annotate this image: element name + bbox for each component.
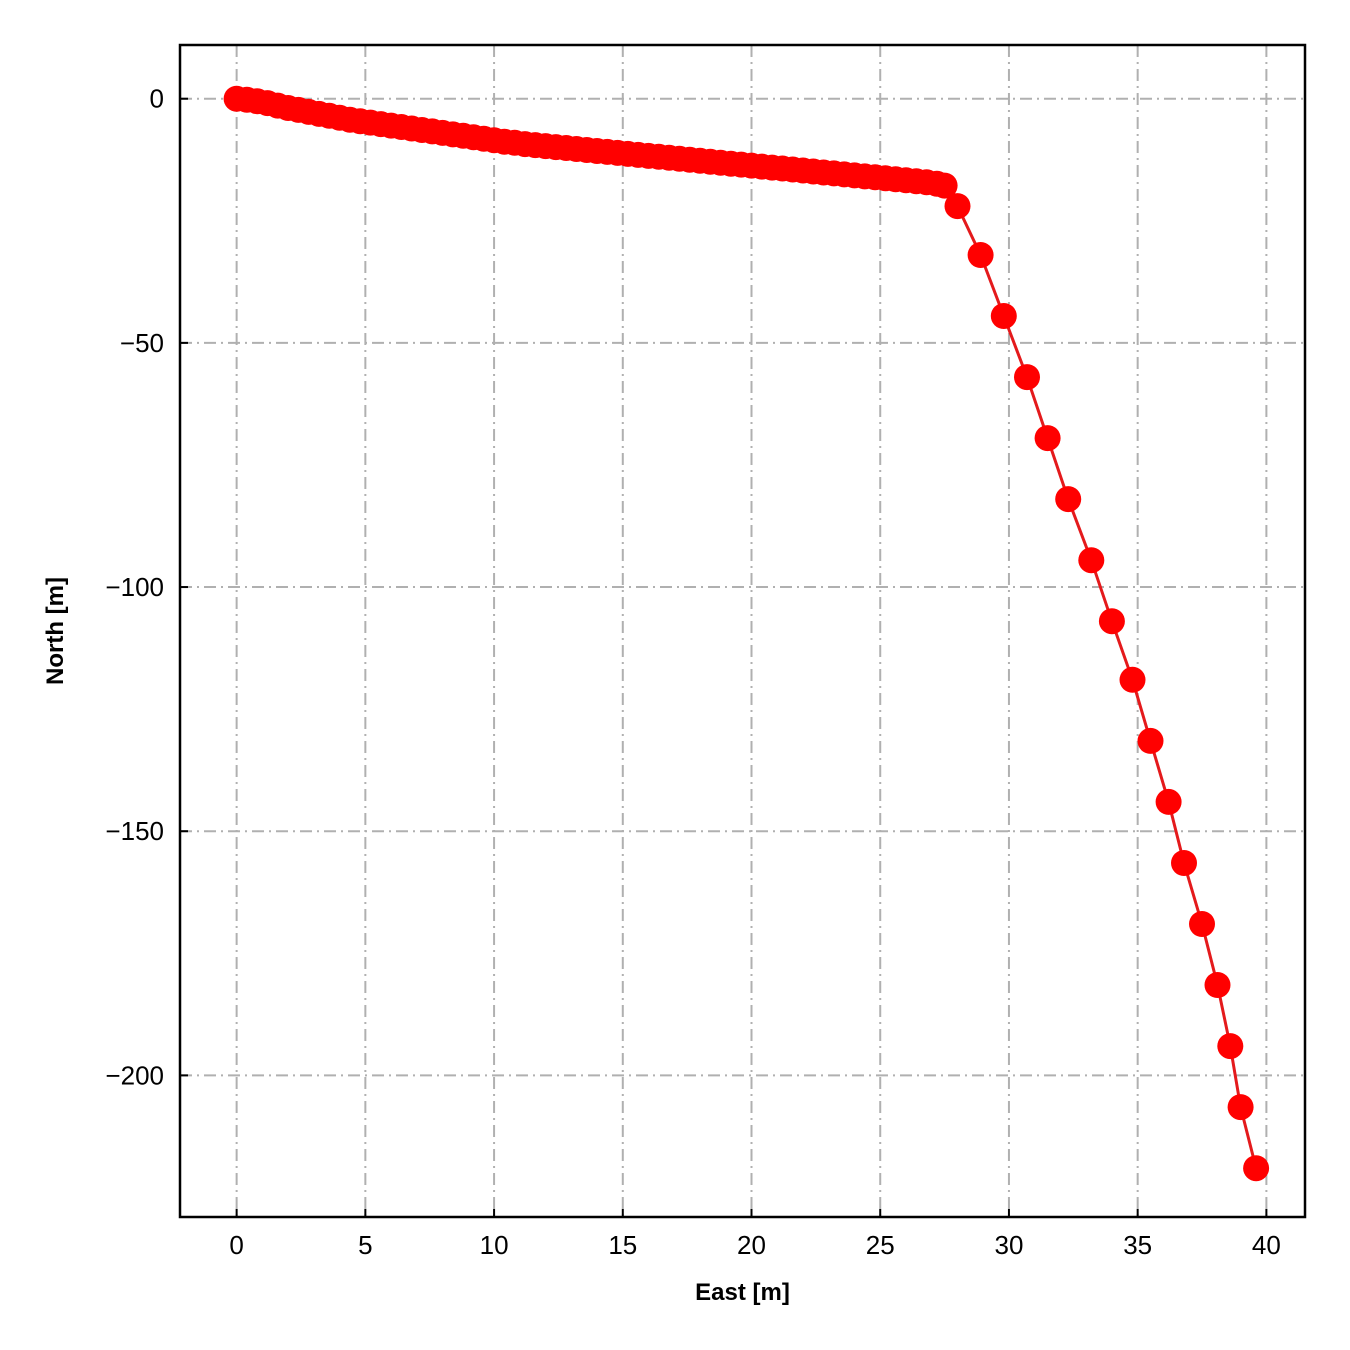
y-tick-label: −200 [105, 1060, 164, 1090]
axis-ticks: 0 5 10 15 20 25 30 35 40 0 −50 −100 −150 −200 [105, 84, 1280, 1260]
data-point [1137, 727, 1164, 754]
y-tick-label: −50 [120, 328, 164, 358]
data-point [944, 193, 971, 220]
x-tick-label: 5 [358, 1230, 372, 1260]
x-axis-label: East [m] [695, 1279, 790, 1306]
data-point [1204, 972, 1231, 998]
y-axis-label: North [m] [42, 577, 69, 685]
x-tick-label: 20 [737, 1230, 766, 1260]
y-tick-label: 0 [150, 84, 164, 114]
x-tick-label: 10 [480, 1230, 509, 1260]
data-point [1189, 911, 1215, 937]
series-line [236, 97, 1258, 1169]
x-tick-label: 15 [608, 1230, 637, 1260]
plot-frame [178, 43, 1307, 1219]
data-point [1098, 608, 1125, 635]
data-point [1119, 666, 1146, 693]
data-series [223, 85, 1270, 1182]
x-tick-label: 40 [1252, 1230, 1281, 1260]
y-tick-label: −100 [105, 572, 164, 602]
data-point [1227, 1094, 1254, 1121]
x-tick-label: 30 [994, 1230, 1023, 1260]
data-point [967, 242, 994, 268]
data-point [1078, 547, 1105, 574]
x-tick-label: 25 [866, 1230, 895, 1260]
data-point [1014, 364, 1040, 391]
data-point [990, 303, 1017, 329]
data-point [1217, 1033, 1244, 1060]
data-point [1171, 850, 1197, 876]
x-tick-label: 35 [1123, 1230, 1152, 1260]
x-tick-label: 0 [229, 1230, 243, 1260]
data-point [1243, 1155, 1270, 1182]
data-point [1055, 486, 1082, 513]
data-point [931, 172, 958, 199]
data-point [1155, 788, 1182, 815]
grid-lines [180, 45, 1305, 1217]
y-tick-label: −150 [105, 816, 164, 846]
data-point [1034, 425, 1061, 452]
